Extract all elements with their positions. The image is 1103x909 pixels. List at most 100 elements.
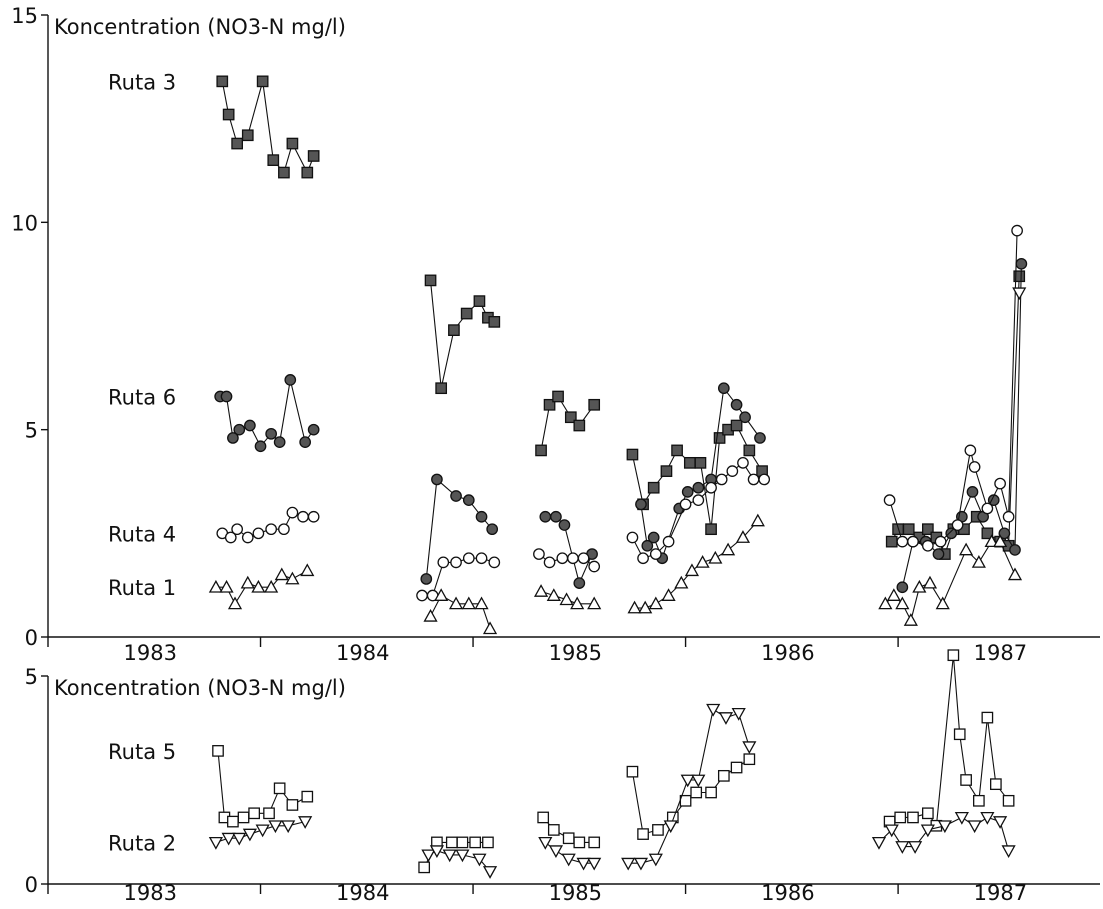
data-point-marker [966,486,979,498]
data-point-marker [286,137,299,150]
x-tick-label: 1985 [549,641,602,665]
data-point-marker [284,374,297,386]
series-line-segment [217,750,308,823]
data-point-marker [252,527,265,540]
x-tick-label: 1987 [974,881,1027,905]
data-point-marker [462,494,475,507]
y-axis-title: Koncentration (NO3-N mg/l) [54,15,346,39]
data-point-marker [488,556,501,569]
data-point-marker [278,523,290,536]
data-point-marker [691,774,706,788]
series-ruta-5 [212,649,1015,874]
data-point-marker [224,531,237,544]
data-point-marker [912,579,927,593]
data-point-marker [878,596,893,610]
data-point-marker [285,571,300,585]
data-point-marker [456,836,469,849]
data-point-marker [739,411,751,424]
data-point-marker [717,382,730,395]
data-point-marker [237,811,250,824]
data-point-marker [431,473,443,486]
data-point-marker [219,579,234,593]
series-line-segment [221,81,315,174]
data-point-marker [241,531,254,544]
data-point-marker [871,836,887,850]
data-point-marker [708,550,723,564]
data-point-marker [885,535,898,548]
data-point-marker [1001,845,1016,859]
data-point-marker [1013,270,1026,283]
data-point-marker [648,596,663,610]
data-point-marker [550,510,562,523]
data-point-marker [573,419,586,432]
data-point-marker [482,621,498,635]
data-point-marker [227,596,243,610]
data-point-marker [922,523,934,536]
data-point-marker [993,816,1008,829]
data-point-marker [896,535,909,548]
data-point-marker [884,824,899,838]
data-point-marker [626,765,639,778]
data-point-marker [754,432,766,444]
x-tick-label: 1984 [336,641,389,665]
data-point-marker [896,581,909,594]
data-point-marker [908,841,923,854]
data-point-marker [934,535,947,548]
data-point-marker [286,506,299,519]
data-point-marker [231,137,243,150]
data-point-marker [920,824,935,838]
data-point-marker [959,542,974,556]
data-point-marker [543,556,556,569]
data-point-marker [883,494,896,507]
x-tick-label: 1986 [761,641,814,665]
data-point-marker [232,832,247,846]
data-point-marker [472,853,487,867]
data-point-marker [450,556,462,569]
data-point-marker [718,712,734,725]
series-ruta-1 [208,513,1023,635]
x-tick-label: 1987 [974,641,1027,665]
data-point-marker [434,588,449,601]
series-ruta-4 [216,224,1023,602]
data-point-marker [695,555,710,568]
data-point-marker [692,494,705,507]
data-point-marker [420,573,433,585]
upper-chart-panel: 0 5 10 15 1983 1984 1985 1986 1987 Koncentration … [11,4,1100,665]
data-point-marker [208,579,223,593]
data-point-marker [758,473,771,486]
data-point-marker [932,548,945,560]
data-point-marker [533,548,545,560]
data-point-marker [907,811,919,824]
data-point-marker [216,75,229,88]
x-tick-label: 1985 [549,881,602,905]
data-point-marker [886,588,901,601]
data-point-marker [445,836,458,849]
data-point-marker [231,523,243,536]
data-point-marker [301,166,314,179]
data-point-marker [570,596,585,610]
data-point-marker [424,274,437,287]
data-point-marker [637,552,649,565]
data-point-marker [690,786,703,799]
data-point-marker [455,849,470,863]
data-point-marker [255,824,270,838]
data-point-marker [684,563,700,577]
data-point-marker [442,849,457,863]
data-point-marker [537,811,550,824]
data-point-marker [735,530,751,543]
series-ruta-2 [208,703,1016,879]
data-point-marker [1015,257,1028,270]
data-point-marker [730,398,743,411]
data-point-marker [1011,224,1023,237]
data-point-marker [486,523,499,536]
data-point-marker [947,649,960,662]
data-point-marker [300,563,315,577]
data-point-marker [450,490,462,502]
data-point-marker [535,444,547,457]
data-point-marker [573,577,586,589]
data-point-marker [1009,544,1021,556]
series-label-ruta-3: Ruta 3 [108,70,176,94]
data-point-marker [429,845,445,859]
data-point-marker [552,390,564,403]
data-point-marker [951,519,964,531]
